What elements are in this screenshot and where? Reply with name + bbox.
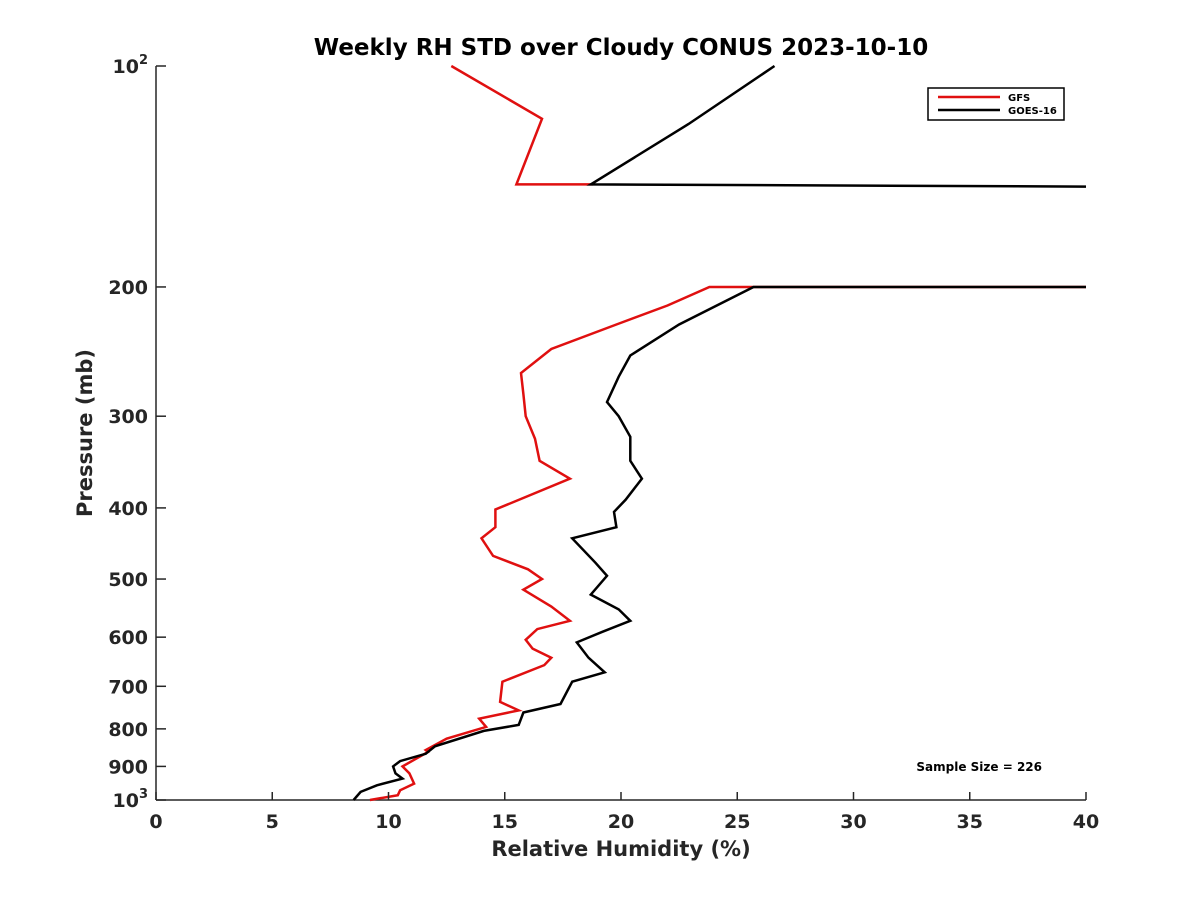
legend-label-goes16: GOES-16 [1008,106,1057,117]
x-tick-label: 0 [149,811,162,833]
x-tick-label: 5 [266,811,279,833]
legend: GFS GOES-16 [927,87,1065,121]
y-axis-label: Pressure (mb) [73,349,97,517]
plot-area: 0 5 10 15 20 25 30 35 40 10220030040050060070080… [108,53,1099,833]
legend-label-gfs: GFS [1008,93,1030,104]
y-tick-label-base: 10 [113,56,139,78]
x-tick-label: 35 [957,811,983,833]
y-tick-label: 500 [108,569,148,591]
y-tick-label: 600 [108,627,148,649]
y-tick-label: 900 [108,756,148,778]
y-tick-label: 400 [108,498,148,520]
y-tick-label-exponent: 2 [139,53,148,68]
y-tick-label: 300 [108,406,148,428]
y-tick-label: 102 [113,53,149,78]
x-tick-label: 10 [375,811,401,833]
series-layer [352,64,1087,802]
x-tick-label: 20 [608,811,634,833]
x-tick-label: 25 [724,811,750,833]
series-line-gfs-segment-2 [369,285,1086,802]
series-line-goes16-segment-1 [586,64,1087,188]
y-tick-label: 800 [108,719,148,741]
x-ticks: 0 5 10 15 20 25 30 35 40 [149,792,1099,833]
sample-size-annotation: Sample Size = 226 [916,760,1042,774]
y-tick-label: 200 [108,277,148,299]
series-line-goes16-segment-2 [352,285,1086,801]
y-tick-label-exponent: 3 [139,787,148,802]
y-tick-label: 700 [108,676,148,698]
chart-title: Weekly RH STD over Cloudy CONUS 2023-10-… [314,35,928,61]
x-tick-label: 40 [1073,811,1099,833]
y-tick-label-base: 10 [113,790,139,812]
x-axis-label: Relative Humidity (%) [491,837,750,861]
x-tick-label: 30 [840,811,866,833]
series-line-gfs-segment-1 [450,64,594,186]
y-tick-label: 103 [113,787,149,812]
x-tick-label: 15 [492,811,518,833]
legend-box [927,87,1065,121]
